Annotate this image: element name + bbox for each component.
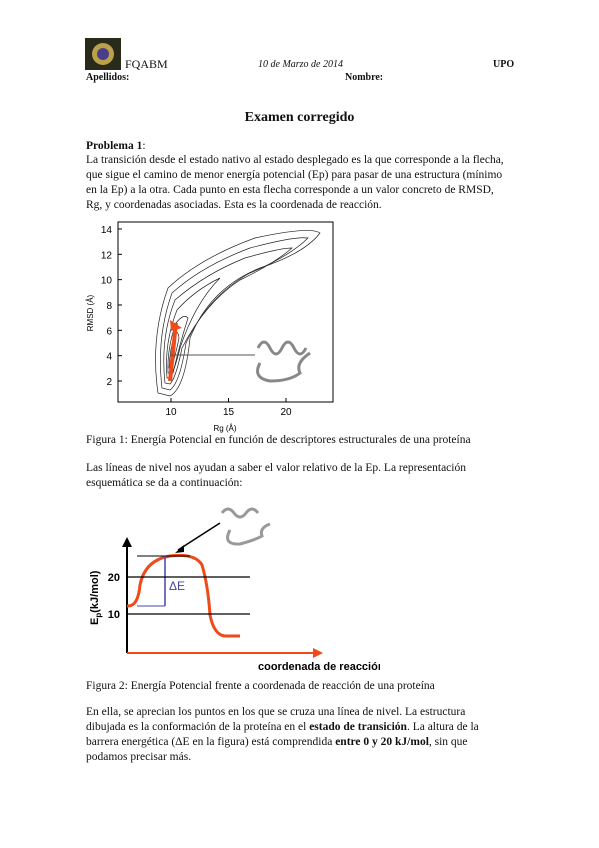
bold-text: entre 0 y 20 kJ/mol <box>335 736 429 748</box>
x-axis-label: Rg (Å) <box>213 424 236 433</box>
caption: Figura 1: Energía Potencial en función d… <box>86 434 471 446</box>
x-axis-label: coordenada de reacción <box>258 661 380 673</box>
caption: Figura 2: Energía Potencial frente a coo… <box>86 680 435 692</box>
energy-curve <box>126 553 240 638</box>
colon: : <box>142 140 146 152</box>
title: Examen corregido <box>244 110 355 125</box>
y-tick-label: 20 <box>108 572 120 584</box>
pointer <box>177 522 221 551</box>
y-tick-label: 4 <box>106 352 112 363</box>
y-tick-label: 10 <box>101 276 113 287</box>
y-tick-label: 2 <box>106 377 112 388</box>
text: , sin que podamos precisar más. <box>86 736 468 763</box>
logo <box>85 38 121 70</box>
y-label-unit: (kJ/mol) <box>89 570 101 613</box>
x-tick-label: 10 <box>165 407 177 418</box>
problem-label: Problema 1 <box>86 140 143 152</box>
name-label: Nombre: <box>345 72 384 83</box>
org: FQABM <box>125 57 168 71</box>
institution: UPO <box>493 59 515 70</box>
problem-heading: Problema 1: <box>86 139 146 154</box>
paragraph: La transición desde el estado nativo al … <box>86 154 504 211</box>
contours <box>155 230 321 397</box>
y-tick-label: 12 <box>101 250 113 261</box>
x-tick-label: 15 <box>223 407 235 418</box>
arrow-head <box>175 545 184 553</box>
x-tick-label: 20 <box>280 407 292 418</box>
arrow <box>168 322 178 382</box>
paragraph: En ella, se aprecian los puntos en los q… <box>86 705 506 765</box>
figure-2: ΔE coordenada de reacción Ep(kJ/mol) 10 2… <box>89 507 380 673</box>
y-tick-label: 10 <box>108 609 120 621</box>
y-label-sub: p <box>94 613 103 618</box>
text: . La altura de la barrera energética (ΔE… <box>86 721 479 748</box>
date: 10 de Marzo de 2014 <box>258 59 343 70</box>
protein <box>256 340 311 383</box>
arrow-head <box>313 648 323 658</box>
y-axis-label: RMSD (Å) <box>86 294 95 331</box>
paragraph: Las líneas de nivel nos ayudan a saber e… <box>86 462 466 489</box>
surname-label: Apellidos: <box>86 72 130 83</box>
figure-1: 2 4 6 8 10 12 14 10 15 20 Rg (Å) RMSD (Å) <box>86 221 334 433</box>
y-label-main: E <box>89 618 101 625</box>
y-tick-label: 8 <box>106 301 112 312</box>
delta-label: ΔE <box>169 579 185 593</box>
plot-frame <box>117 221 334 403</box>
bold-text: estado de transición <box>309 721 407 733</box>
arrow-head <box>122 537 132 547</box>
protein <box>220 507 271 546</box>
y-tick-label: 6 <box>106 326 112 337</box>
y-axis-label: Ep(kJ/mol) <box>89 570 103 625</box>
y-tick-label: 14 <box>101 225 113 236</box>
text: En ella, se aprecian los puntos en los q… <box>86 706 466 733</box>
arrow-head <box>170 320 182 331</box>
